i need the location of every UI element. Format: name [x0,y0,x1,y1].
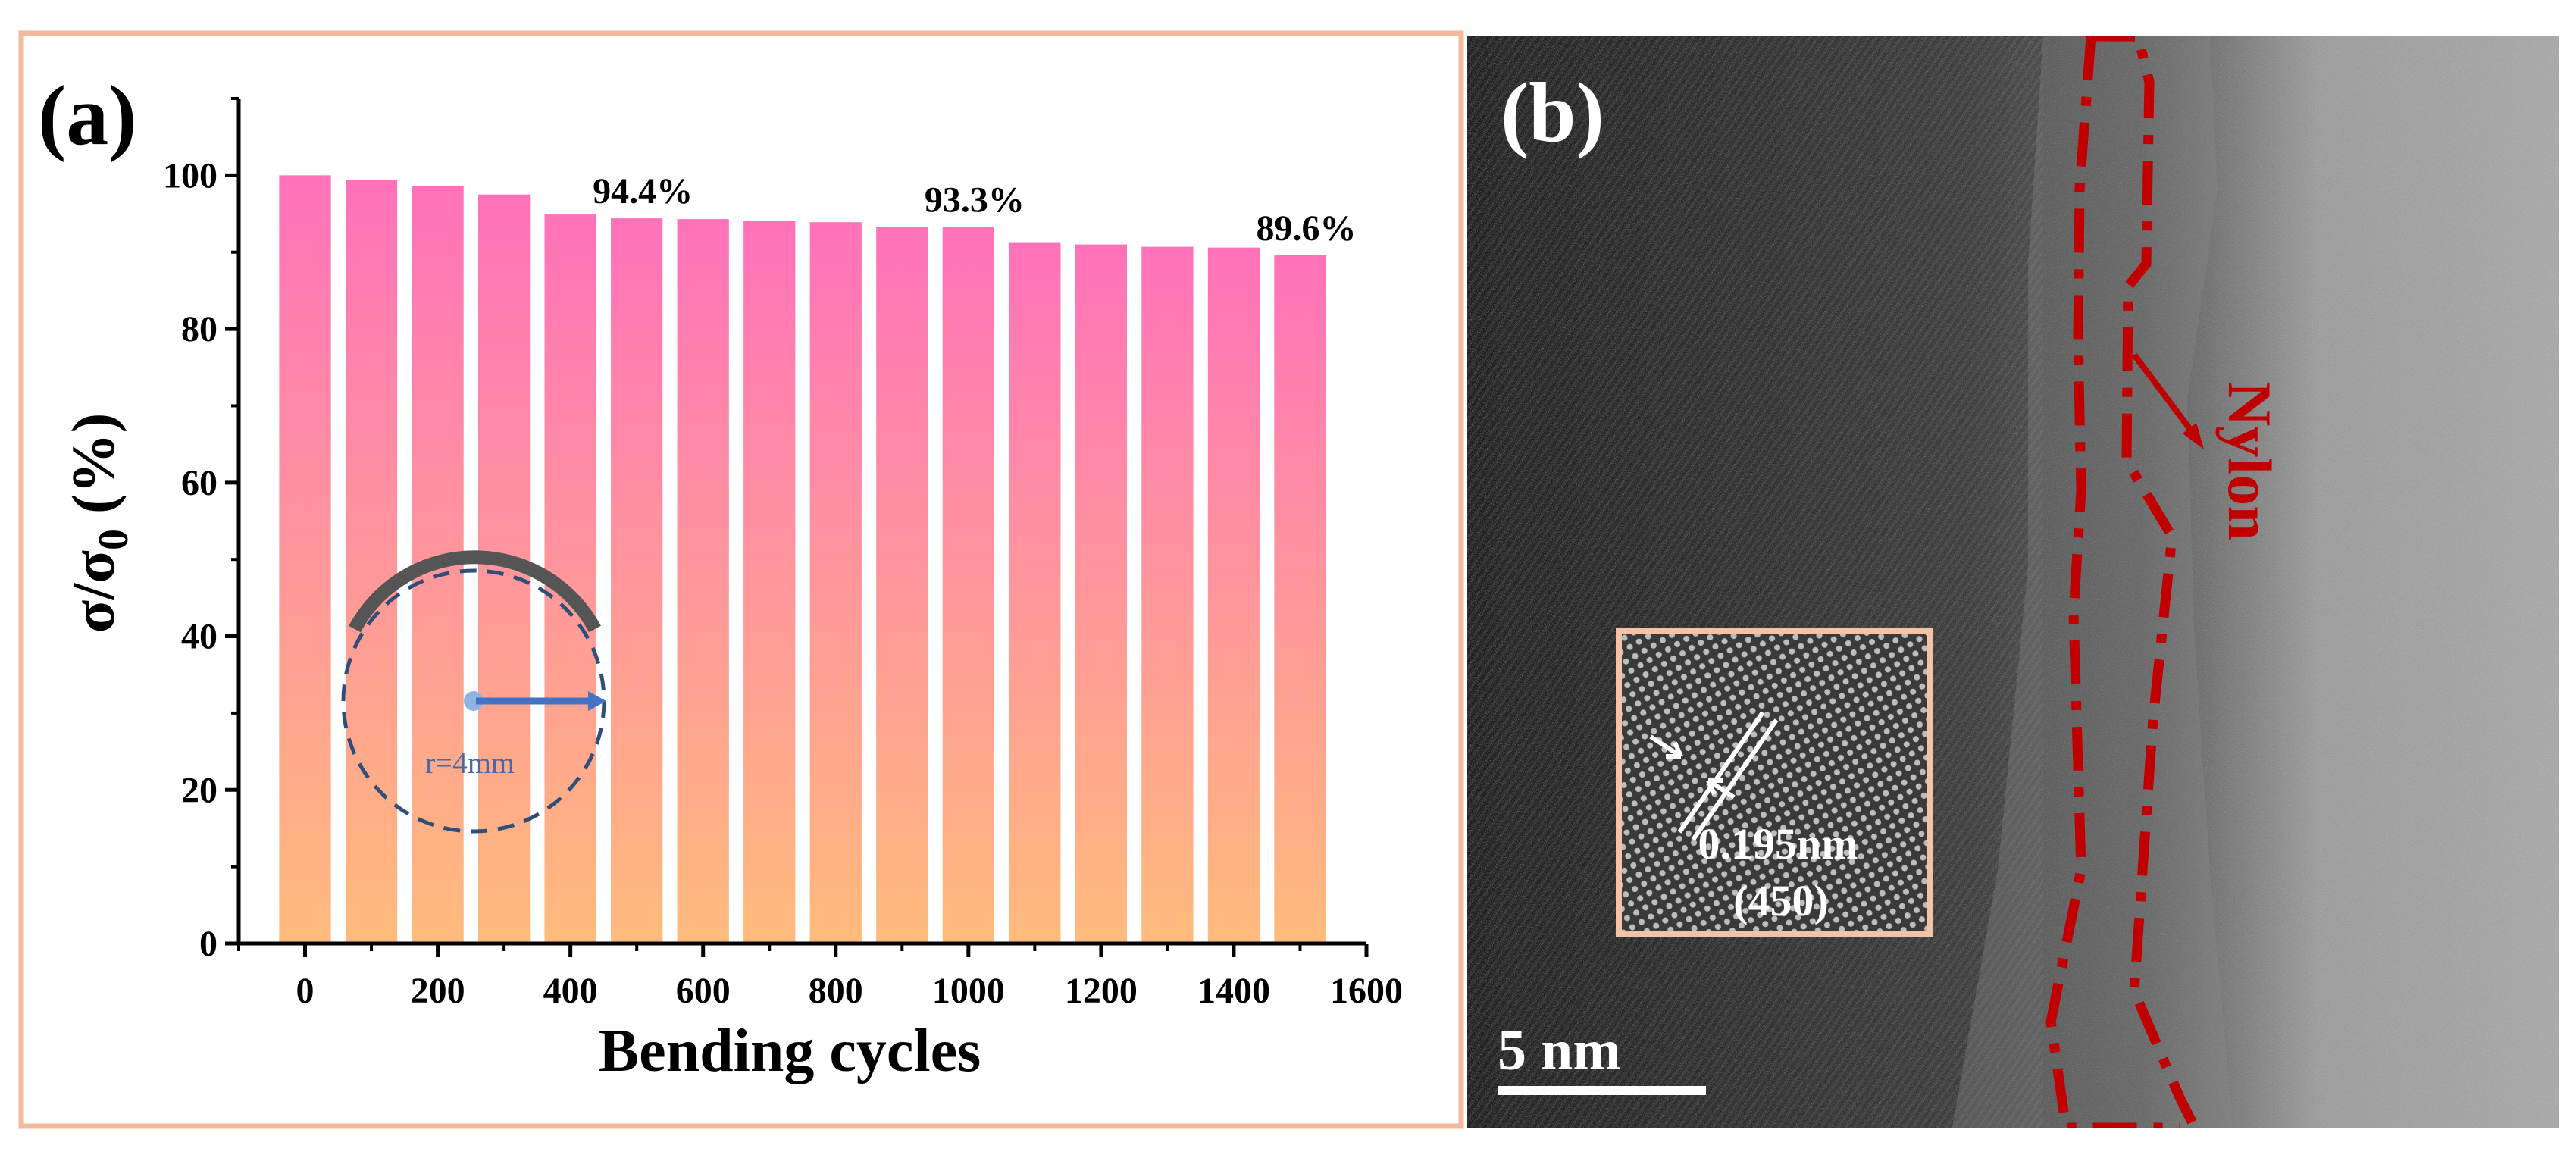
bar [611,218,663,944]
bar-annotation: 93.3% [925,180,1025,220]
scale-bar-label: 5 nm [1498,1019,1621,1082]
spacing-arrow-right [1706,778,1736,800]
scale-bar [1498,1086,1706,1095]
bar [876,227,928,944]
panel-b-label: (b) [1501,66,1604,160]
hrtem-inset-frame [1616,628,1933,937]
bar [942,227,994,944]
bent-film-arc [349,550,601,633]
x-axis-label: Bending cycles [599,1018,981,1084]
lattice-plane-label: (450) [1733,876,1829,925]
x-tick-label: 200 [411,971,465,1011]
y-tick-label: 20 [181,770,218,810]
y-tick-label: 80 [181,309,218,349]
bar [677,219,729,944]
bending-radius-inset: r=4mm [341,550,606,834]
bar-annotation: 89.6% [1256,208,1356,249]
tem-lattice-fringes [1467,36,2043,1128]
circle-center-dot [464,691,484,711]
nylon-label: Nylon [2215,381,2284,540]
y-axis-label-main: σ/σ [61,550,127,634]
bar [345,180,398,944]
y-axis-label-suffix: (%) [61,413,127,529]
lattice-line-1 [1677,711,1765,834]
x-tick-label: 1400 [1197,971,1270,1011]
x-tick-label: 0 [296,971,315,1011]
lattice-line-2 [1691,718,1779,841]
radius-label: r=4mm [425,746,515,780]
bar-annotations: 94.4% 93.3% 89.6% [593,171,1356,249]
bar [1274,255,1326,944]
hrtem-inset-image [1619,631,1930,934]
bar [279,175,331,944]
bar [1141,246,1194,944]
x-tick-label: 1000 [932,971,1005,1011]
panel-a-chart: (a) 94.4% 93.3%89.6% 0 200 400 600 800 1000 120… [18,30,1464,1129]
nylon-arrow-head [2183,423,2204,449]
y-tick-label: 40 [181,617,218,657]
x-tick-label: 400 [543,971,598,1011]
radius-arrow-head [588,691,606,711]
x-tick-label: 600 [676,971,731,1011]
y-tick-label: 100 [163,155,218,196]
y-axis-label: σ/σ0 (%) [61,413,137,634]
hrtem-inset: 0.195nm (450) [1616,628,1933,937]
bar [1009,242,1061,944]
x-ticks: 0 200 400 600 800 1000 1200 1400 1600 [237,944,1403,1011]
y-ticks: 0 20 40 60 80 100 [163,97,239,964]
spacing-arrow-left [1649,734,1683,759]
panel-b-tem-image: (b) Nylon 0.195nm (450) 5 nm [1467,36,2559,1128]
tem-interface-region [1952,36,2233,1128]
lattice-spacing-label: 0.195nm [1698,819,1858,868]
x-tick-label: 1600 [1330,971,1403,1011]
y-axis-label-sub: 0 [90,529,137,550]
nylon-boundary-outline [2045,36,2199,1128]
axes [236,99,1366,946]
bar [1207,247,1260,944]
panel-a-label: (a) [38,69,137,163]
y-tick-label: 0 [199,924,218,964]
bar [1075,244,1128,944]
bar [743,221,796,944]
x-tick-label: 800 [809,971,863,1011]
bar [809,222,862,944]
y-tick-label: 60 [181,463,218,503]
nylon-arrow-shaft [2131,352,2194,433]
bar-annotation: 94.4% [593,171,693,211]
panel-a-frame [18,30,1464,1129]
x-tick-label: 1200 [1065,971,1138,1011]
